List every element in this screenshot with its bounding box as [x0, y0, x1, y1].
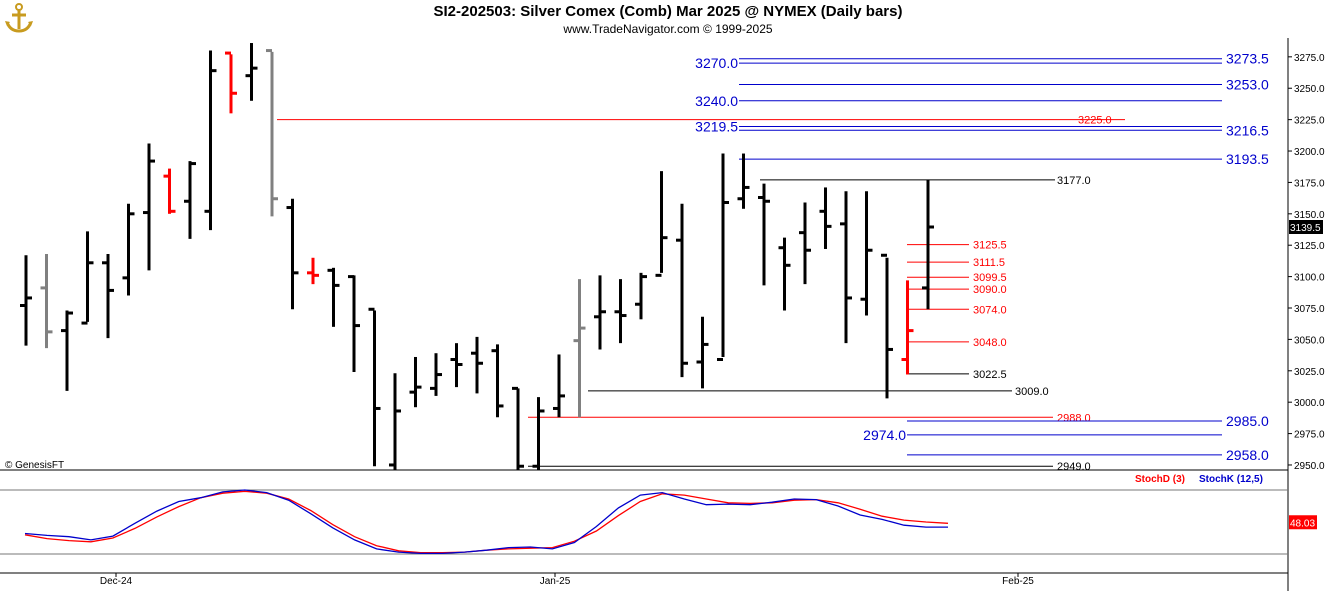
price-level-label: 3048.0 — [973, 337, 1007, 349]
price-tick-label: 3250.0 — [1294, 84, 1325, 95]
price-level-label: 3074.0 — [973, 304, 1007, 316]
price-level-label: 2949.0 — [1057, 461, 1091, 473]
support-resistance-levels: 3273.5 3270.0 3253.0 3240.0 3225.0 3219.5 3216… — [277, 51, 1269, 473]
price-bars — [20, 43, 934, 470]
price-level-label: 3216.5 — [1226, 122, 1269, 138]
price-tick-label: 3100.0 — [1294, 273, 1325, 284]
chart-title: SI2-202503: Silver Comex (Comb) Mar 2025… — [433, 3, 903, 20]
price-tick-label: 2975.0 — [1294, 430, 1325, 441]
price-level-label: 2958.0 — [1226, 447, 1269, 463]
price-level-label: 3111.5 — [973, 257, 1005, 269]
price-tick-label: 3200.0 — [1294, 147, 1325, 158]
price-level-label: 2985.0 — [1226, 413, 1269, 429]
date-label: Feb-25 — [1002, 576, 1034, 587]
price-axis-background — [1288, 38, 1336, 591]
stoch-k-legend: StochK (12,5) — [1199, 474, 1263, 485]
price-tick-label: 3050.0 — [1294, 335, 1325, 346]
price-tick-label: 3175.0 — [1294, 178, 1325, 189]
stoch-value-badge — [1289, 515, 1317, 530]
price-level-label: 3240.0 — [695, 93, 738, 109]
price-level-label: 3193.5 — [1226, 151, 1269, 167]
price-tick-label: 3150.0 — [1294, 210, 1325, 221]
price-level-label: 3022.5 — [973, 369, 1007, 381]
price-level-label: 3270.0 — [695, 55, 738, 71]
chart-axes: 3275.0 3250.0 3225.0 3200.0 3175.0 3150.0 3125… — [0, 38, 1336, 591]
price-level-label: 3099.5 — [973, 272, 1007, 284]
price-level-label: 3125.5 — [973, 240, 1007, 252]
price-tick-label: 3275.0 — [1294, 53, 1325, 64]
price-level-label: 3273.5 — [1226, 51, 1269, 67]
price-level-label: 2988.0 — [1057, 412, 1091, 424]
price-level-label: 3090.0 — [973, 284, 1007, 296]
stoch-d-line — [24, 490, 949, 554]
price-level-label: 3219.5 — [695, 119, 738, 135]
price-level-label: 3225.0 — [1078, 115, 1112, 127]
date-label: Jan-25 — [540, 576, 571, 587]
stochastic-panel: StochD (3) StochK (12,5) 48.03 — [24, 474, 1317, 555]
price-level-label: 3177.0 — [1057, 175, 1091, 187]
stoch-value-label: 48.03 — [1290, 518, 1315, 529]
last-price-label: 3139.5 — [1290, 223, 1321, 234]
stoch-d-legend: StochD (3) — [1135, 474, 1185, 485]
price-level-label: 3009.0 — [1015, 386, 1049, 398]
chart-header: SI2-202503: Silver Comex (Comb) Mar 2025… — [0, 0, 1336, 38]
price-level-label: 2974.0 — [863, 427, 906, 443]
stoch-k-line — [24, 489, 948, 555]
price-tick-label: 3125.0 — [1294, 241, 1325, 252]
anchor-logo-icon — [5, 3, 33, 33]
price-tick-label: 3000.0 — [1294, 398, 1325, 409]
price-tick-label: 3075.0 — [1294, 304, 1325, 315]
price-tick-label: 2950.0 — [1294, 461, 1325, 472]
price-tick-label: 3025.0 — [1294, 367, 1325, 378]
chart-subtitle: www.TradeNavigator.com © 1999-2025 — [563, 22, 773, 36]
watermark: © GenesisFT — [5, 460, 64, 471]
price-tick-label: 3225.0 — [1294, 116, 1325, 127]
last-price-badge — [1289, 220, 1323, 234]
price-level-label: 3253.0 — [1226, 76, 1269, 92]
date-label: Dec-24 — [100, 576, 133, 587]
